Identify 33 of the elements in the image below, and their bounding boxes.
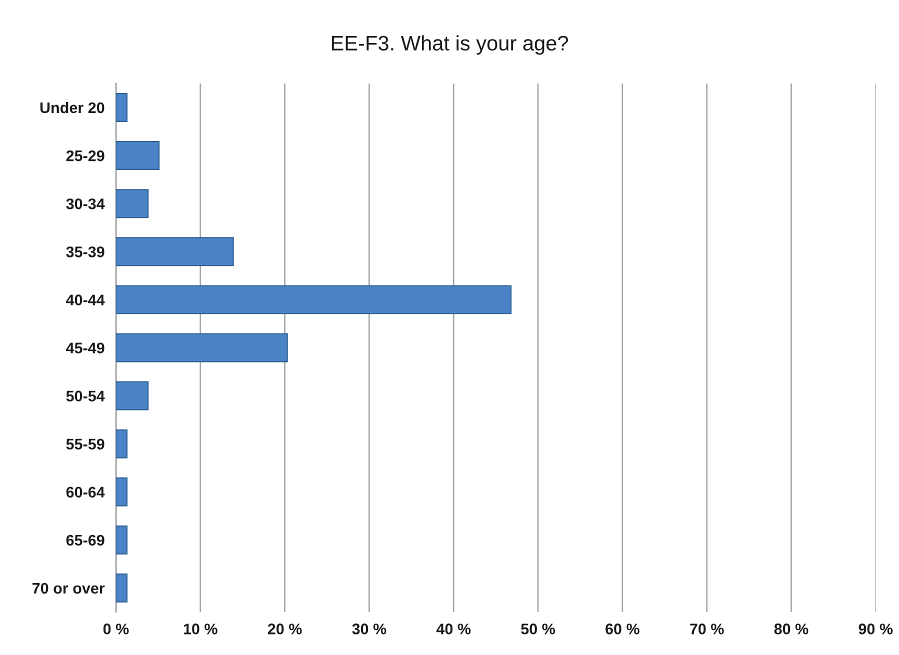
- bar: [116, 574, 128, 602]
- y-tick-label: 50-54: [66, 390, 105, 402]
- x-tick-label: 40 %: [436, 624, 471, 634]
- x-tick-label: 80 %: [774, 624, 808, 634]
- bar: [116, 141, 160, 170]
- y-tick-label: 70 or over: [32, 582, 105, 594]
- x-tick-label: 10 %: [184, 624, 218, 634]
- bar: [116, 525, 128, 554]
- chart-title: EE-F3. What is your age?: [332, 35, 568, 55]
- bar: [116, 333, 288, 362]
- x-tick-label: 70 %: [690, 624, 724, 634]
- y-tick-label: Under 20: [40, 102, 104, 114]
- x-tick-label: 90 %: [858, 624, 893, 634]
- y-tick-label: 55-59: [66, 438, 104, 450]
- bar: [116, 237, 234, 266]
- bar: [116, 285, 512, 314]
- y-tick-label: 65-69: [66, 534, 104, 546]
- bar: [116, 189, 149, 218]
- bar: [116, 429, 128, 458]
- x-tick-label: 0 %: [103, 624, 129, 634]
- y-tick-label: 35-39: [66, 246, 104, 258]
- y-tick-label: 25-29: [66, 150, 104, 162]
- y-tick-label: 60-64: [66, 486, 105, 498]
- x-tick-label: 50 %: [521, 624, 556, 634]
- bar: [116, 381, 149, 410]
- y-tick-label: 40-44: [66, 294, 105, 306]
- x-tick-label: 60 %: [606, 624, 640, 634]
- x-tick-label: 30 %: [352, 624, 386, 634]
- y-tick-label: 45-49: [66, 342, 104, 354]
- bar: [116, 92, 128, 122]
- bar: [116, 477, 128, 506]
- x-tick-label: 20 %: [268, 624, 302, 634]
- y-tick-label: 30-34: [66, 198, 105, 210]
